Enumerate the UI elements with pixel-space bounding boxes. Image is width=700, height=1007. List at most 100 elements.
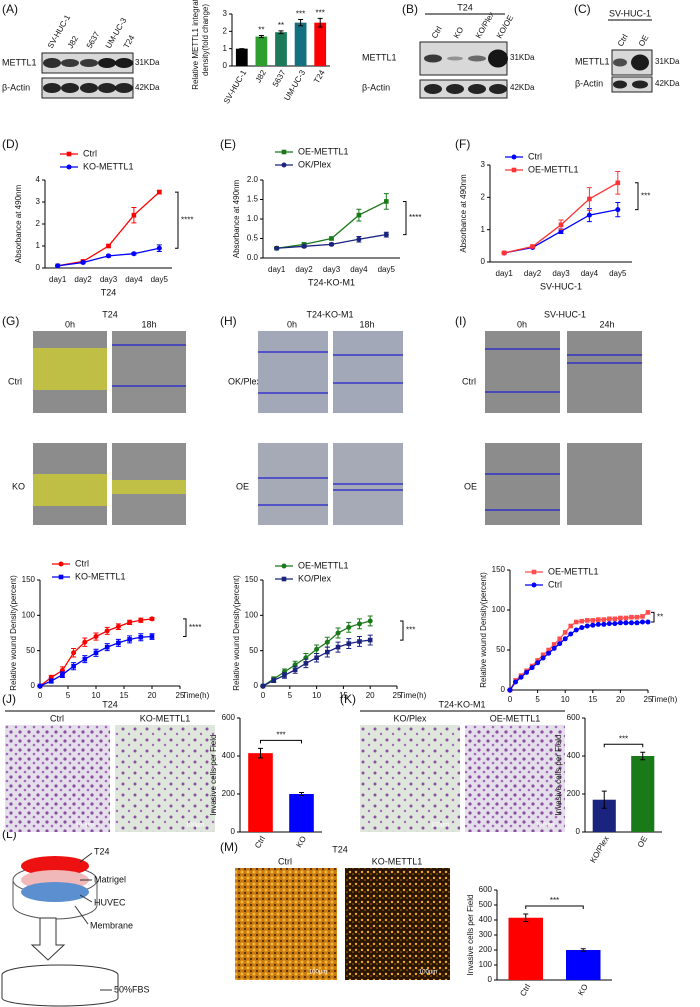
y-tick-label: 0 xyxy=(223,61,228,70)
x-tick-label: day3 xyxy=(552,269,570,278)
size-label: 42KDa xyxy=(655,79,680,88)
significance: *** xyxy=(406,626,415,635)
lane-label: T24 xyxy=(122,33,137,50)
point xyxy=(623,620,629,626)
column-label: 0h xyxy=(65,319,75,329)
point xyxy=(587,196,592,202)
error-bar xyxy=(601,790,607,809)
band xyxy=(424,54,442,63)
band xyxy=(468,55,486,62)
diagram-label: Matrigel xyxy=(94,874,126,884)
point xyxy=(104,644,110,650)
y-axis-label: Relative wound Density(percent) xyxy=(9,575,18,691)
column-label: OE-METTL1 xyxy=(490,713,541,723)
band xyxy=(613,80,627,89)
invasion-m-labels: T24 Ctrl KO-METTL1 xyxy=(278,844,422,866)
panel-title: SV-HUC-1 xyxy=(544,309,586,319)
point xyxy=(106,253,111,259)
y-tick-label: 600 xyxy=(479,885,493,894)
point xyxy=(551,645,557,651)
bar xyxy=(289,794,314,832)
micrograph xyxy=(360,725,460,832)
x-tick-label: day3 xyxy=(100,275,118,284)
y-tick-label: 100 xyxy=(479,960,493,969)
size-label: 31KDa xyxy=(655,57,680,66)
panel-label: (D) xyxy=(2,137,19,151)
y-tick-label: 0 xyxy=(576,827,581,836)
point xyxy=(93,650,99,656)
y-tick-label: 4 xyxy=(36,175,41,184)
point xyxy=(157,189,162,195)
x-tick-label: day1 xyxy=(268,265,286,274)
significance-bracket xyxy=(525,905,584,909)
point xyxy=(281,162,287,168)
y-tick-label: 1 xyxy=(36,241,41,250)
x-axis-label: SV-HUC-1 xyxy=(540,281,582,291)
point xyxy=(58,561,64,567)
micrograph xyxy=(345,868,450,980)
point xyxy=(383,232,389,238)
micrograph xyxy=(115,725,215,832)
point xyxy=(71,663,76,669)
point xyxy=(629,614,634,620)
scale-bar-label: 100μm xyxy=(186,823,204,829)
x-tick-label: day5 xyxy=(378,265,396,274)
significance-bracket xyxy=(400,620,404,641)
point xyxy=(66,151,72,157)
lane-label: Ctrl xyxy=(430,25,444,40)
x-tick-label: 25 xyxy=(644,695,653,704)
y-tick-label: 0 xyxy=(501,685,506,694)
point xyxy=(557,641,563,647)
micrograph xyxy=(333,331,403,413)
band xyxy=(80,59,98,67)
micrograph xyxy=(567,331,642,413)
size-label: 42KDa xyxy=(135,83,160,92)
x-tick-label: 10 xyxy=(92,691,101,700)
significance: *** xyxy=(296,10,305,19)
point xyxy=(127,619,133,625)
micrograph xyxy=(465,725,565,832)
point xyxy=(579,618,585,624)
point xyxy=(282,673,287,678)
point xyxy=(356,621,362,627)
point xyxy=(106,243,111,249)
micrograph xyxy=(258,443,328,525)
legend-label: OE-METTL1 xyxy=(548,566,599,576)
point xyxy=(367,637,373,643)
scratch-overlay xyxy=(33,348,107,390)
x-tick-label: Ctrl xyxy=(253,834,267,849)
legend-label: OK/Plex xyxy=(298,159,332,169)
x-tick-label: J82 xyxy=(254,68,269,84)
x-tick-label: 0 xyxy=(38,691,43,700)
size-label: 31KDa xyxy=(135,58,160,67)
point xyxy=(562,630,568,635)
panel-label: (K) xyxy=(340,692,356,706)
bar xyxy=(235,48,248,66)
y-tick-label: 150 xyxy=(22,575,36,584)
x-tick-label: day5 xyxy=(609,269,627,278)
row-label: Ctrl xyxy=(462,376,476,386)
micrograph xyxy=(112,331,186,413)
blot-c: SV-HUC-1 Ctrl OE METTL1 β-Actin 31KDa 42… xyxy=(575,8,680,88)
point xyxy=(367,618,373,624)
row-label: OE xyxy=(236,481,249,491)
point xyxy=(601,617,607,622)
y-tick-label: 3 xyxy=(481,160,486,169)
row-label: OE xyxy=(464,481,477,491)
point xyxy=(115,624,121,630)
x-tick-label: 20 xyxy=(616,695,625,704)
point xyxy=(37,683,43,689)
point xyxy=(535,660,541,666)
row-label: METTL1 xyxy=(575,56,610,66)
x-axis-label: Time(h) xyxy=(650,695,678,704)
point xyxy=(93,634,99,640)
point xyxy=(131,212,137,218)
point xyxy=(149,616,155,622)
significance: ** xyxy=(278,21,284,30)
row-label: Ctrl xyxy=(8,376,22,386)
point xyxy=(281,576,287,582)
band xyxy=(98,58,116,68)
line xyxy=(276,200,387,249)
significance-bracket xyxy=(260,739,302,744)
